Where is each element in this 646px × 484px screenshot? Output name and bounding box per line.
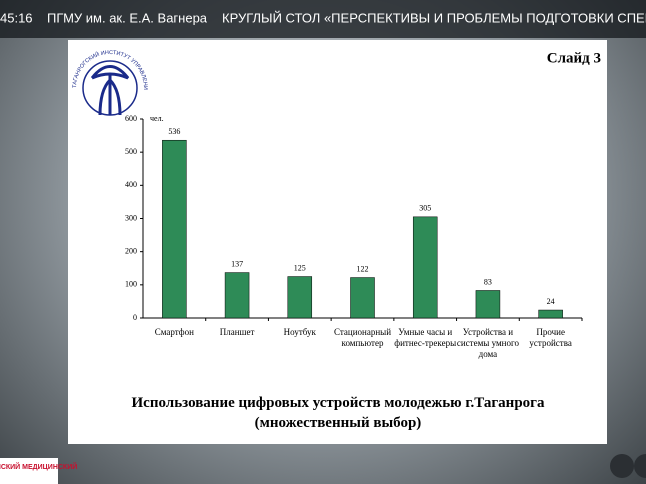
y-tick-label: 200: [125, 246, 137, 255]
organizer: ПГМУ им. ак. Е.А. Вагнера: [47, 10, 208, 25]
value-label: 305: [419, 204, 431, 213]
x-tick-label: Планшет: [219, 327, 255, 337]
bar: [475, 290, 501, 319]
y-tick-label: 400: [125, 180, 137, 189]
x-tick-label: Смартфон: [154, 327, 194, 337]
bar: [287, 276, 313, 319]
y-tick-label: 600: [125, 114, 137, 123]
bar: [350, 277, 375, 319]
bar: [224, 272, 250, 319]
y-tick-label: 0: [133, 313, 137, 322]
y-tick-label: 100: [125, 280, 137, 289]
value-label: 24: [547, 297, 555, 306]
value-label: 125: [294, 263, 306, 272]
x-tick-label: Ноутбук: [283, 327, 316, 337]
top-bar: [0, 0, 646, 38]
footer-logo-bg: [0, 458, 58, 484]
y-tick-label: 300: [125, 213, 137, 222]
raise-hand-button[interactable]: [610, 454, 634, 478]
value-label: 83: [484, 277, 492, 286]
y-unit: чел.: [150, 114, 164, 123]
bar: [412, 216, 438, 319]
footer-logo: ПЕРМСКИЙ МЕДИЦИНСКИЙ: [0, 462, 77, 471]
x-tick-label: Стационарный компьютер: [333, 327, 392, 348]
timer: 45:16: [0, 10, 33, 25]
x-tick-label: Прочие устройства: [529, 327, 572, 348]
x-tick-label: Устройства и системы умного дома: [456, 327, 519, 359]
y-tick-label: 500: [125, 147, 137, 156]
slide: [68, 40, 607, 444]
event-title: КРУГЛЫЙ СТОЛ «ПЕРСПЕКТИВЫ И ПРОБЛЕМЫ ПОД…: [222, 10, 646, 25]
bar: [162, 139, 187, 319]
value-label: 137: [231, 259, 243, 268]
bar: [538, 309, 563, 319]
x-tick-label: Умные часы и фитнес-трекеры: [394, 327, 457, 348]
chart-title: Использование цифровых устройств молодеж…: [131, 395, 545, 431]
value-label: 536: [168, 127, 180, 136]
menu-button[interactable]: [634, 454, 646, 478]
value-label: 122: [357, 264, 369, 273]
slide-label: Слайд 3: [547, 50, 601, 66]
